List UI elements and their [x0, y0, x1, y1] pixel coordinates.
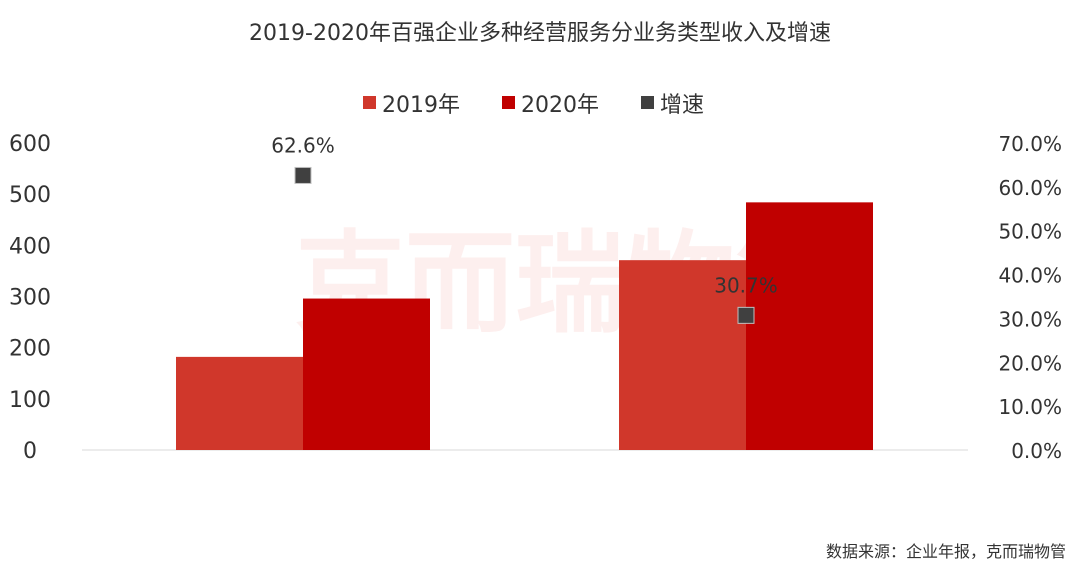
bar-2020 [746, 202, 873, 450]
growth-marker [737, 306, 755, 324]
left-axis: 0 100 200 300 400 500 600 [9, 132, 51, 464]
bar-2020 [303, 298, 430, 450]
growth-data-label: 62.6% [271, 133, 335, 157]
y-right-tick-label: 60.0% [998, 176, 1062, 200]
legend-swatch-2019 [363, 96, 376, 109]
right-axis: 0.0% 10.0% 20.0% 30.0% 40.0% 50.0% 60.0% 70.0% [998, 132, 1062, 463]
growth-marker [294, 166, 312, 184]
y-right-tick-label: 30.0% [998, 307, 1062, 331]
y-right-tick-label: 40.0% [998, 264, 1062, 288]
legend-label-growth: 增速 [660, 93, 704, 118]
y-left-tick-label: 0 [23, 439, 37, 464]
y-left-tick-label: 500 [9, 183, 51, 208]
growth-data-label: 30.7% [714, 273, 778, 297]
legend-label-2019: 2019年 [382, 93, 460, 118]
y-left-tick-label: 200 [9, 337, 51, 362]
growth-markers: 62.6% 30.7% [271, 133, 778, 324]
bar-2019 [619, 260, 746, 450]
bar-2019 [176, 356, 303, 450]
y-left-tick-label: 400 [9, 234, 51, 259]
bars [176, 202, 873, 450]
legend-swatch-2020 [502, 96, 515, 109]
y-right-tick-label: 10.0% [998, 395, 1062, 419]
y-left-tick-label: 300 [9, 286, 51, 311]
y-right-tick-label: 0.0% [1011, 439, 1062, 463]
y-left-tick-label: 100 [9, 388, 51, 413]
y-right-tick-label: 50.0% [998, 220, 1062, 244]
y-right-tick-label: 70.0% [998, 132, 1062, 156]
legend: 2019年 2020年 增速 [363, 93, 704, 118]
source-note: 数据来源：企业年报，克而瑞物管 [826, 542, 1066, 561]
y-left-tick-label: 600 [9, 132, 51, 157]
y-right-tick-label: 20.0% [998, 351, 1062, 375]
chart-title: 2019-2020年百强企业多种经营服务分业务类型收入及增速 [249, 21, 831, 46]
legend-label-2020: 2020年 [521, 93, 599, 118]
legend-swatch-growth [641, 96, 654, 109]
